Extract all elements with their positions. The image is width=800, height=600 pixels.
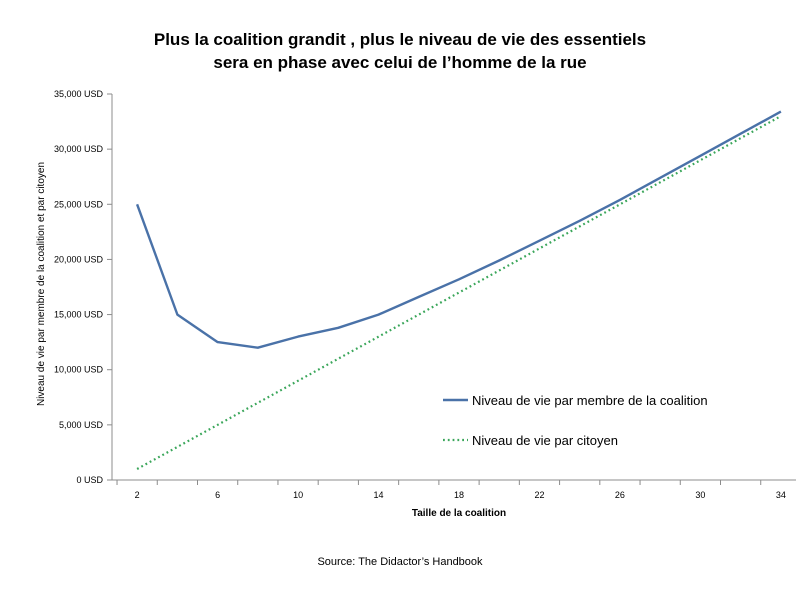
data-point [578, 219, 581, 222]
y-tick-label: 35,000 USD [54, 89, 104, 99]
series-line-1 [135, 110, 782, 349]
x-tick-label: 18 [454, 490, 464, 500]
data-point [779, 115, 782, 118]
y-axis-title: Niveau de vie par membre de la coalition… [36, 162, 47, 406]
data-point [176, 313, 179, 316]
series-layer [135, 110, 782, 471]
y-tick-label: 25,000 USD [54, 199, 104, 209]
data-point [699, 154, 702, 157]
x-tick-label: 14 [374, 490, 384, 500]
legend-label-2: Niveau de vie par citoyen [472, 433, 618, 448]
x-axis-title: Taille de la coalition [412, 508, 506, 519]
x-tick-label: 30 [695, 490, 705, 500]
y-tick-label: 15,000 USD [54, 310, 104, 320]
data-point [538, 239, 541, 242]
data-point [619, 198, 622, 201]
data-point [216, 341, 219, 344]
legend-label-1: Niveau de vie par membre de la coalition [472, 393, 708, 408]
data-point [659, 176, 662, 179]
data-point [739, 132, 742, 135]
x-tick-label: 10 [293, 490, 303, 500]
chart-title-line-2: sera en phase avec celui de l’homme de l… [213, 53, 587, 72]
source-note: Source: The Didactor’s Handbook [317, 556, 483, 568]
series-line-2 [136, 115, 782, 470]
data-point [417, 296, 420, 299]
data-point [297, 335, 300, 338]
data-point [779, 110, 782, 113]
data-point [136, 468, 139, 471]
data-point [458, 278, 461, 281]
axes: 0 USD 5,000 USD 10,000 USD 15,000 USD 20,000… [36, 89, 796, 519]
data-point [256, 346, 259, 349]
y-tick-label: 30,000 USD [54, 144, 104, 154]
x-tick-label: 34 [776, 490, 786, 500]
x-tick-label: 6 [215, 490, 220, 500]
x-tick-label: 2 [135, 490, 140, 500]
x-tick-label: 22 [534, 490, 544, 500]
legend: Niveau de vie par membre de la coalition… [443, 393, 708, 448]
y-tick-label: 20,000 USD [54, 254, 104, 264]
data-point [377, 313, 380, 316]
chart-title: Plus la coalition grandit , plus le nive… [0, 28, 800, 74]
y-tick-label: 5,000 USD [59, 420, 104, 430]
data-point [498, 259, 501, 262]
chart-title-line-1: Plus la coalition grandit , plus le nive… [153, 30, 647, 49]
y-tick-label: 0 USD [76, 475, 103, 485]
data-point [136, 203, 139, 206]
y-tick-label: 10,000 USD [54, 365, 104, 375]
data-point [337, 326, 340, 329]
x-tick-label: 26 [615, 490, 625, 500]
